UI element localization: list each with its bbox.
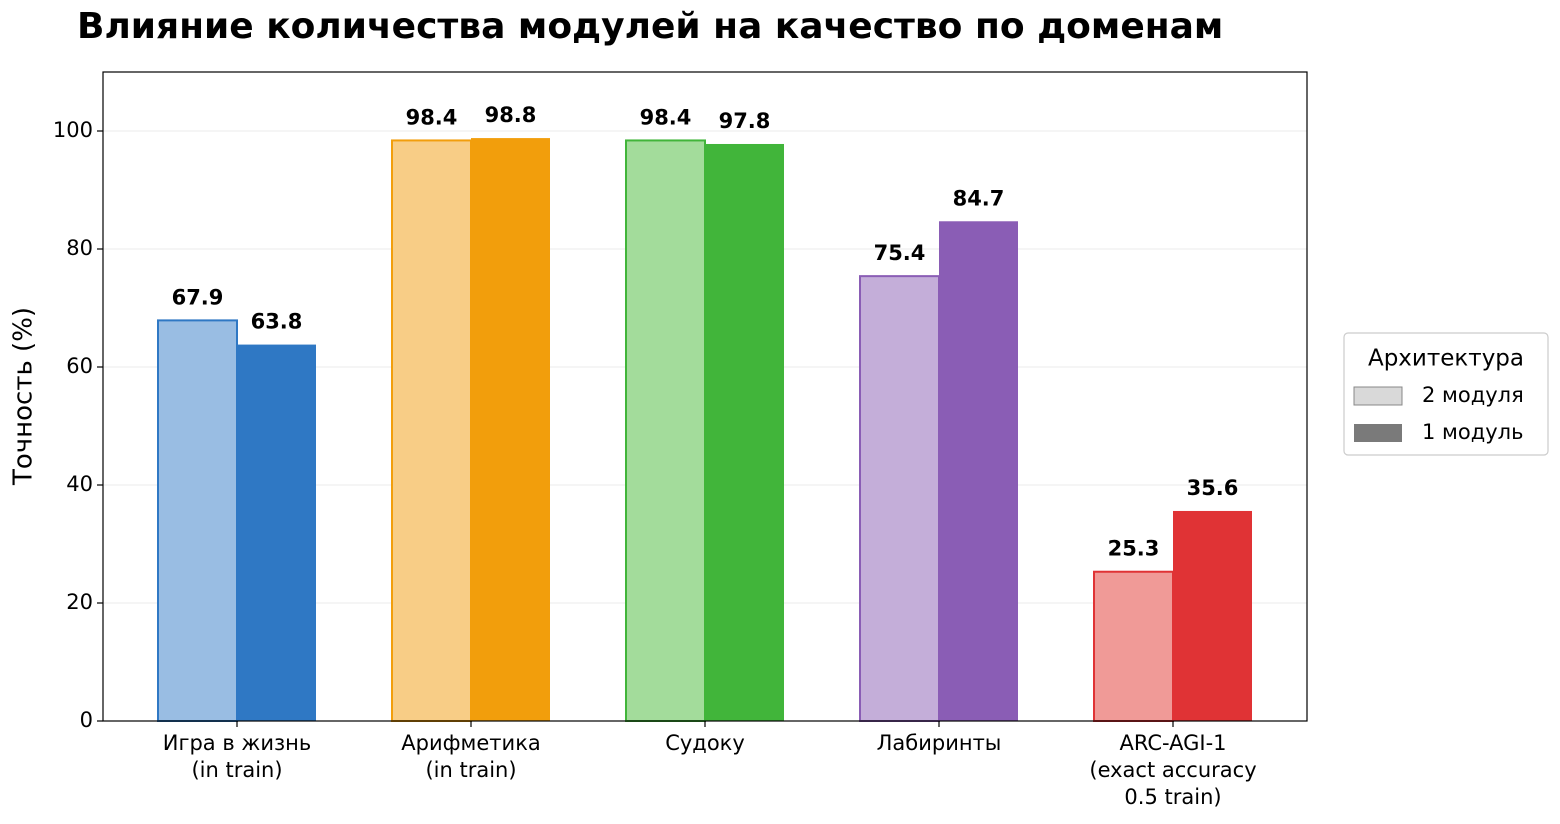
value-label: 25.3 [1108,537,1160,561]
value-label: 98.4 [640,105,692,129]
legend-label: 1 модуль [1422,420,1523,444]
x-tick-label: ARC-AGI-1 (exact accuracy 0.5 train) [1089,731,1257,809]
bar [705,143,784,722]
y-tick-label: 0 [80,708,93,732]
x-tick-label: Судоку [665,731,745,755]
bar [1093,570,1174,722]
value-label: 63.8 [251,310,303,334]
legend-swatch [1353,386,1403,406]
bar [237,344,316,721]
value-label: 35.6 [1187,476,1239,500]
value-label: 75.4 [874,241,926,265]
bar [1173,510,1252,721]
value-label: 98.4 [406,105,458,129]
y-tick-label: 40 [66,472,93,496]
y-tick-label: 20 [66,590,93,614]
legend-swatch [1354,424,1402,442]
legend-label: 2 модуля [1422,383,1524,407]
bar [625,139,706,722]
value-label: 97.8 [719,109,771,133]
bar [157,319,238,722]
chart-title: Влияние количества модулей на качество п… [77,6,1223,47]
value-label: 98.8 [485,103,537,127]
x-tick-label: Арифметика (in train) [401,731,541,782]
y-axis-label: Точность (%) [9,307,39,486]
bar [391,139,472,722]
y-tick-label: 80 [66,236,93,260]
y-tick-label: 60 [66,354,93,378]
legend-title: Архитектура [1368,346,1524,372]
plot-frame [102,71,1308,722]
value-label: 84.7 [953,186,1005,210]
y-tick-label: 100 [53,118,93,142]
value-label: 67.9 [172,285,224,309]
x-tick-label: Лабиринты [876,731,1002,755]
bar [471,138,550,721]
bar [939,221,1018,721]
x-tick-label: Игра в жизнь (in train) [162,731,312,782]
legend: Архитектура 2 модуля 1 модуль [1343,332,1549,456]
bar [859,275,940,722]
